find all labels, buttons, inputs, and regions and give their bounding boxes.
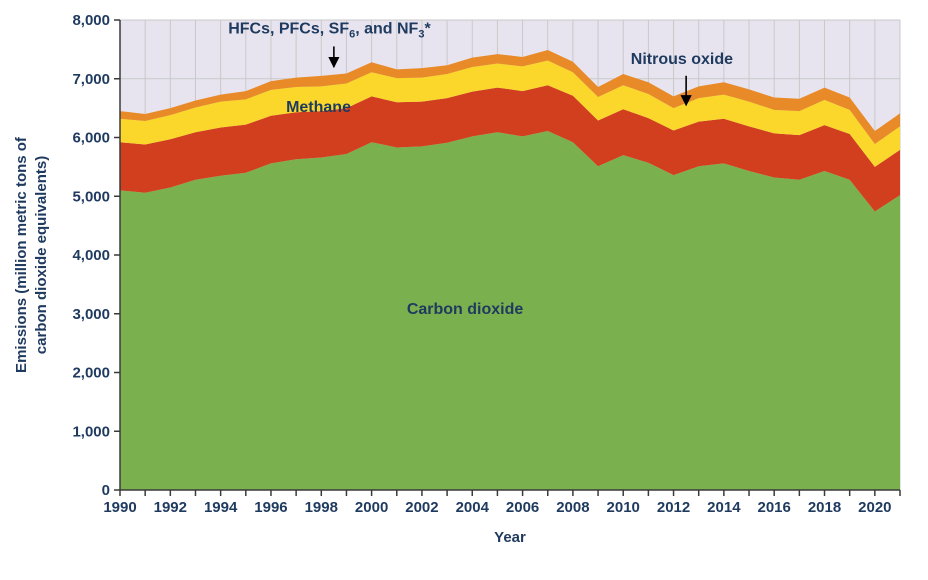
x-tick-label: 2008	[556, 499, 589, 516]
x-tick-label: 1990	[103, 499, 136, 516]
x-tick-label: 2004	[456, 499, 490, 516]
annotation-ch4_label: Methane	[286, 99, 351, 116]
emissions-stacked-area-chart: 0 1,000 2,000 3,000 4,000 5,000 6,000 7,000 8,00…	[0, 0, 928, 580]
y-tick-label: 6,000	[72, 130, 110, 147]
x-tick-label: 1998	[305, 499, 338, 516]
annotation-n2o_label: Nitrous oxide	[631, 51, 733, 68]
x-tick-label: 2006	[506, 499, 539, 516]
x-tick-label: 2002	[405, 499, 438, 516]
x-tick-label: 2020	[858, 499, 891, 516]
y-tick-label: 2,000	[72, 365, 110, 382]
y-axis-title: Emissions (million metric tons ofcarbon …	[13, 136, 50, 373]
x-tick-label: 2016	[758, 499, 791, 516]
y-tick-label: 8,000	[72, 12, 110, 29]
chart-svg: 0 1,000 2,000 3,000 4,000 5,000 6,000 7,000 8,00…	[0, 0, 928, 580]
x-tick-label: 2014	[707, 499, 741, 516]
y-tick-label: 4,000	[72, 247, 110, 264]
y-tick-label: 0	[102, 482, 110, 499]
x-tick-label: 2010	[607, 499, 640, 516]
x-tick-label: 2018	[808, 499, 841, 516]
y-tick-label: 5,000	[72, 188, 110, 205]
y-tick-label: 1,000	[72, 423, 110, 440]
y-tick-label: 3,000	[72, 306, 110, 323]
y-tick-label: 7,000	[72, 71, 110, 88]
x-tick-label: 1996	[254, 499, 287, 516]
x-tick-label: 2000	[355, 499, 388, 516]
annotation-fgas_label: HFCs, PFCs, SF6, and NF3*	[228, 21, 431, 41]
annotation-co2_label: Carbon dioxide	[407, 301, 524, 318]
x-tick-label: 1992	[154, 499, 187, 516]
x-tick-label: 2012	[657, 499, 690, 516]
x-tick-label: 1994	[204, 499, 238, 516]
x-axis-title: Year	[494, 529, 526, 546]
